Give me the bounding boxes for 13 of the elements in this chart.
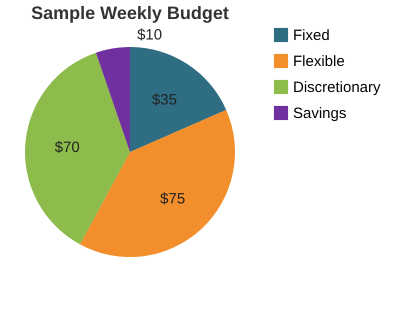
pie-slice (25, 52, 130, 244)
chart-title: Sample Weekly Budget (31, 3, 229, 23)
legend-label: Savings (293, 105, 346, 122)
pie-slice (96, 47, 130, 152)
legend-label: Flexible (293, 53, 345, 70)
data-label: $75 (160, 190, 186, 208)
legend-label: Discretionary (293, 79, 382, 96)
data-label: $35 (152, 91, 177, 108)
data-label: $70 (54, 138, 80, 156)
pie-slice (80, 110, 235, 257)
pie-slice (130, 47, 226, 152)
data-label: $10 (137, 26, 162, 44)
legend-label: Fixed (293, 27, 330, 44)
